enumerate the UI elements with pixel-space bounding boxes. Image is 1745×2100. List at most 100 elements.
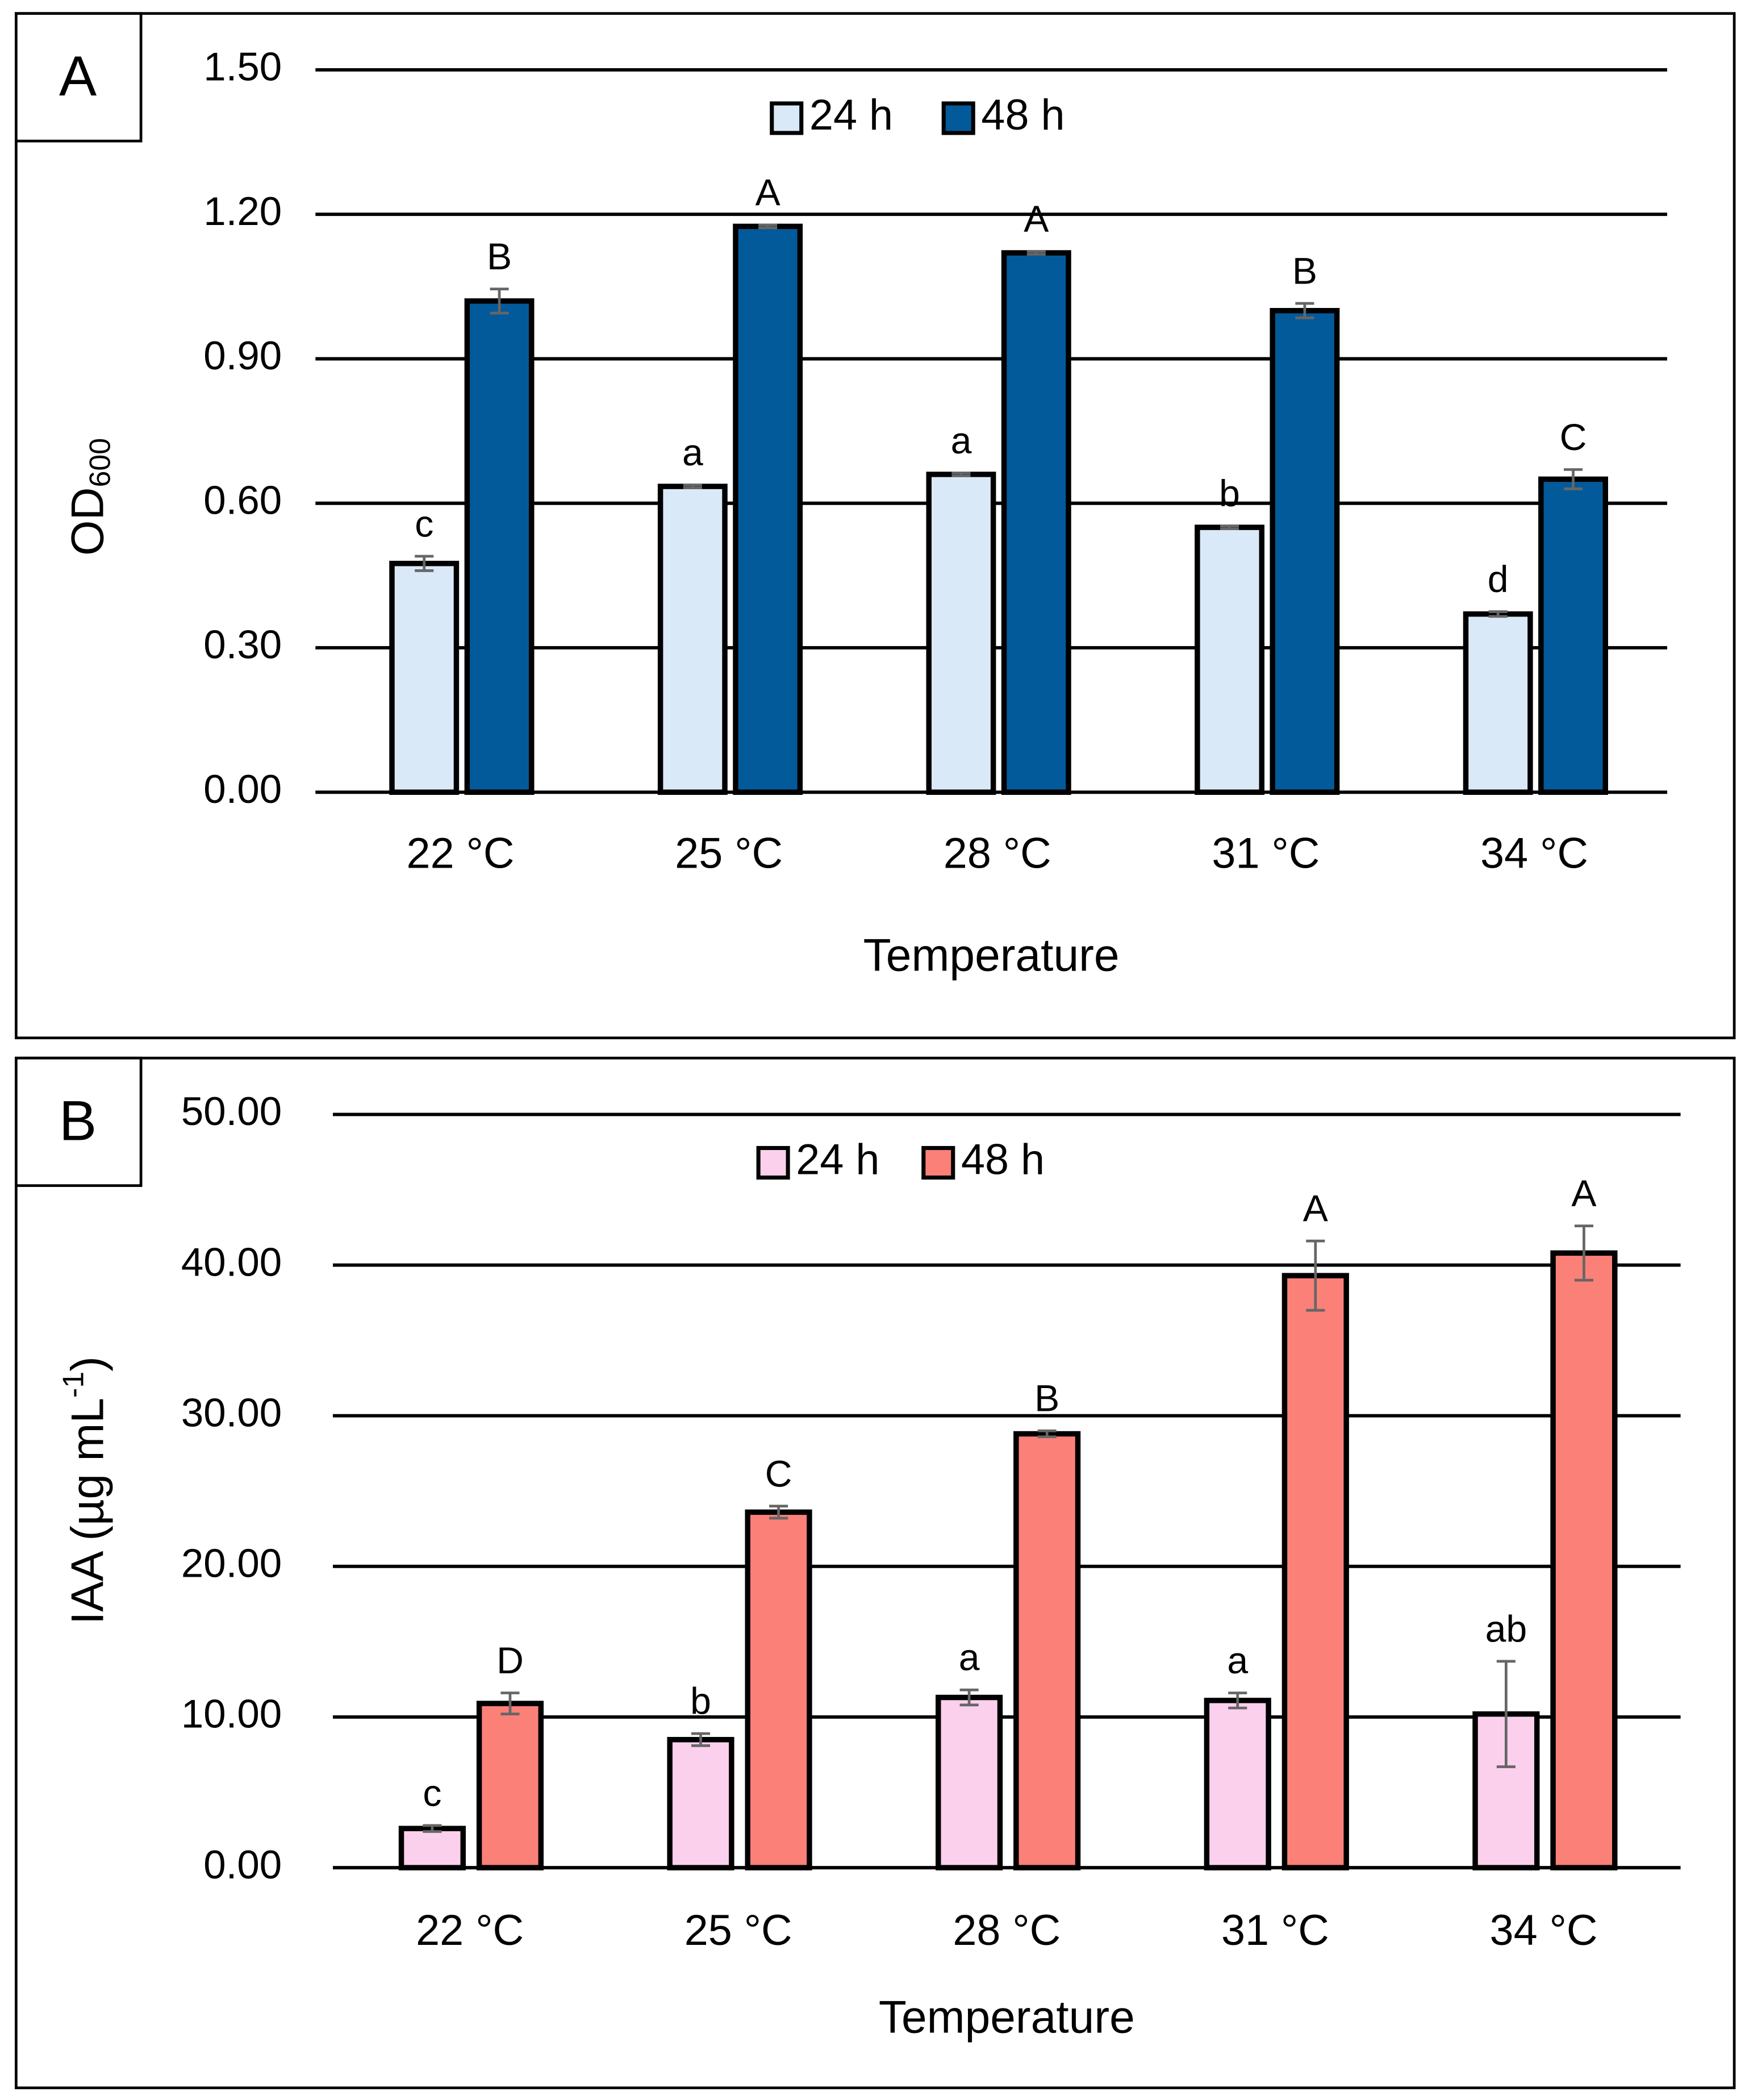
error-bar xyxy=(1574,1224,1593,1282)
x-tick-label: 34 °C xyxy=(1480,830,1588,878)
significance-letter: a xyxy=(1227,1640,1248,1682)
bar xyxy=(1195,524,1265,795)
error-bar xyxy=(1220,524,1239,531)
x-tick-label: 22 °C xyxy=(407,830,515,878)
error-bar xyxy=(769,1505,788,1520)
legend-label: 48 h xyxy=(961,1136,1045,1184)
y-tick-label: 0.60 xyxy=(203,478,282,523)
significance-letter: ab xyxy=(1485,1608,1527,1650)
error-bar xyxy=(1228,1691,1247,1710)
y-label-suffix: ) xyxy=(62,1356,114,1372)
bar xyxy=(464,298,535,795)
y-tick-label: 30.00 xyxy=(181,1390,282,1435)
panel-label-box xyxy=(14,12,143,143)
bar xyxy=(926,472,996,795)
error-bar xyxy=(959,1688,979,1707)
significance-letter: b xyxy=(690,1681,711,1723)
x-tick-label: 28 °C xyxy=(953,1907,1061,1955)
significance-letter: D xyxy=(496,1640,524,1682)
bar xyxy=(389,560,460,795)
y-tick-label: 20.00 xyxy=(181,1541,282,1586)
legend-swatch xyxy=(941,101,975,135)
significance-letter: A xyxy=(1024,198,1049,240)
bar xyxy=(1001,250,1071,795)
significance-letter: d xyxy=(1488,559,1509,601)
x-tick-label: 25 °C xyxy=(684,1907,792,1955)
error-bar xyxy=(683,484,702,489)
significance-letter: A xyxy=(755,172,780,214)
legend-swatch xyxy=(770,101,804,135)
error-bar xyxy=(1488,610,1508,618)
bar xyxy=(1204,1698,1271,1870)
significance-letter: a xyxy=(959,1637,980,1679)
significance-letter: b xyxy=(1219,473,1240,515)
x-tick-label: 25 °C xyxy=(675,830,783,878)
bar xyxy=(667,1737,734,1870)
x-tick-label: 28 °C xyxy=(944,830,1051,878)
y-tick-label: 0.00 xyxy=(203,767,282,812)
bar xyxy=(1281,1273,1349,1870)
x-tick-label: 31 °C xyxy=(1221,1907,1329,1955)
y-tick-label: 0.30 xyxy=(203,623,282,668)
x-axis-label: Temperature xyxy=(863,930,1120,981)
significance-letter: c xyxy=(415,503,433,545)
x-tick-label: 22 °C xyxy=(416,1907,524,1955)
error-bar xyxy=(1306,1239,1325,1312)
significance-letter: C xyxy=(765,1453,792,1495)
bar xyxy=(936,1694,1003,1870)
error-bar xyxy=(1496,1660,1516,1768)
error-bar xyxy=(758,223,778,230)
panel-label: A xyxy=(59,45,97,108)
significance-letter: A xyxy=(1303,1188,1328,1230)
significance-letter: B xyxy=(487,236,512,278)
bar xyxy=(745,1509,812,1870)
bar xyxy=(1550,1250,1618,1870)
y-tick-label: 50.00 xyxy=(181,1089,282,1134)
significance-letter: a xyxy=(682,432,703,474)
error-bar xyxy=(1295,302,1314,319)
significance-letter: B xyxy=(1034,1378,1059,1420)
error-bar xyxy=(1563,468,1583,490)
significance-letter: A xyxy=(1571,1173,1596,1215)
significance-letter: B xyxy=(1292,251,1317,293)
error-bar xyxy=(951,471,971,477)
y-label-text: OD xyxy=(62,488,114,556)
legend-label: 24 h xyxy=(809,91,893,139)
bar xyxy=(1538,476,1608,795)
error-bar xyxy=(415,555,434,572)
panel-label: B xyxy=(59,1090,97,1153)
y-label-subscript: 600 xyxy=(84,438,116,488)
bar xyxy=(657,484,728,795)
bar xyxy=(733,223,803,795)
bar xyxy=(476,1701,544,1870)
panel-frame xyxy=(14,1056,1736,2090)
significance-letter: C xyxy=(1560,416,1587,459)
y-label-superscript: -1 xyxy=(57,1372,90,1398)
bar xyxy=(1013,1431,1081,1870)
error-bar xyxy=(1026,250,1046,256)
y-tick-label: 1.20 xyxy=(203,189,282,234)
legend-label: 48 h xyxy=(981,91,1064,139)
y-tick-label: 1.50 xyxy=(203,45,282,90)
y-tick-label: 40.00 xyxy=(181,1240,282,1285)
x-tick-label: 34 °C xyxy=(1490,1907,1598,1955)
bar xyxy=(1463,611,1533,795)
panel-frame xyxy=(14,12,1736,1040)
y-label-text: IAA (µg mL xyxy=(62,1398,114,1624)
error-bar xyxy=(490,288,509,315)
y-tick-label: 0.00 xyxy=(203,1843,282,1888)
bar xyxy=(1270,308,1340,795)
legend-swatch xyxy=(756,1145,790,1180)
legend-swatch xyxy=(921,1145,955,1180)
error-bar xyxy=(500,1691,520,1716)
panel-label-box xyxy=(14,1056,143,1188)
legend-label: 24 h xyxy=(796,1136,879,1184)
error-bar xyxy=(691,1732,711,1747)
bar xyxy=(398,1826,466,1870)
y-axis-label: IAA (µg mL-1) xyxy=(57,1356,114,1624)
y-tick-label: 0.90 xyxy=(203,334,282,378)
error-bar xyxy=(1037,1429,1057,1439)
significance-letter: c xyxy=(423,1772,441,1814)
y-tick-label: 10.00 xyxy=(181,1692,282,1737)
